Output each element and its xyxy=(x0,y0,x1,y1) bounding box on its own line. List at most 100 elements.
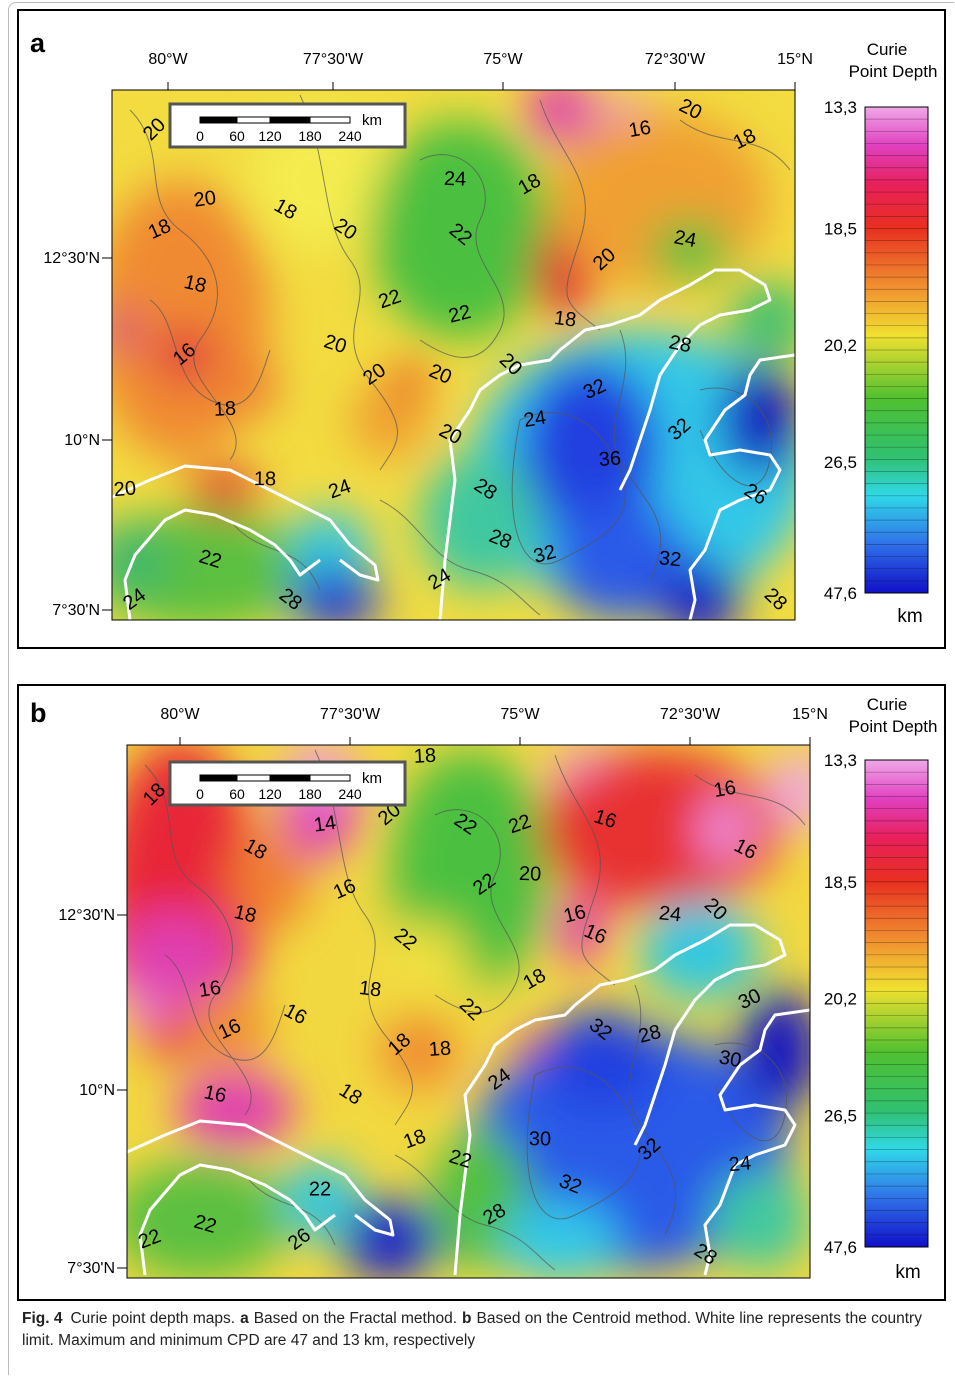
contour-line xyxy=(613,329,662,581)
x-tick-label: 77°30'W xyxy=(303,51,364,68)
depth-area xyxy=(190,468,260,512)
depth-area xyxy=(730,280,795,360)
country-border xyxy=(127,1119,395,1237)
contour-line xyxy=(129,109,237,461)
contour-label: 32 xyxy=(658,547,682,571)
scale-tick-label: 60 xyxy=(229,786,245,802)
x-tick-label: 75°W xyxy=(500,706,540,723)
contour-label: 30 xyxy=(529,1128,552,1150)
x-tick-label: 72°30'W xyxy=(660,706,721,723)
scale-segment xyxy=(199,774,238,782)
scale-tick-label: 120 xyxy=(258,786,282,802)
contour-label: 24 xyxy=(522,407,547,432)
depth-area xyxy=(112,308,138,352)
y-tick-label: 12°30'N xyxy=(43,250,100,267)
depth-area xyxy=(175,1070,295,1150)
colorbar-tick-label: 18,5 xyxy=(824,873,857,892)
contour-line xyxy=(149,299,271,406)
depth-area xyxy=(740,990,810,1110)
map-border xyxy=(111,89,796,621)
contour-label: 18 xyxy=(182,271,209,297)
contour-label: 28 xyxy=(667,331,693,357)
depth-area xyxy=(127,910,235,1010)
panel-frame xyxy=(17,684,946,1301)
scale-tick-label: 0 xyxy=(196,128,204,144)
scale-unit: km xyxy=(362,770,382,787)
colorbar-title: Point Depth xyxy=(849,717,938,736)
contours xyxy=(129,94,791,616)
depth-area xyxy=(290,570,380,620)
contour-line xyxy=(714,1042,787,1142)
contour-line xyxy=(314,749,413,1126)
depth-area xyxy=(700,795,750,865)
caption-text: Based on the Centroid method. White line… xyxy=(22,1310,922,1349)
colorbar-tick-label: 47,6 xyxy=(824,584,857,603)
scale-tick-label: 0 xyxy=(196,786,204,802)
contour-line xyxy=(699,387,772,487)
y-tick-label: 12°30'N xyxy=(58,907,115,924)
depth-area xyxy=(190,990,270,1070)
scale-segment xyxy=(309,774,351,782)
depth-area xyxy=(230,830,310,930)
country-border xyxy=(112,464,380,582)
colorbar-tick-label: 13,3 xyxy=(824,751,857,770)
contour-label: 18 xyxy=(428,1038,452,1061)
scale-tick-label: 180 xyxy=(298,786,322,802)
colorbar-tick-label: 20,2 xyxy=(824,990,857,1009)
depth-area xyxy=(390,920,470,1040)
colorbar-tick-label: 20,2 xyxy=(824,336,857,355)
contour-line xyxy=(679,119,791,171)
contour-label: 20 xyxy=(192,187,217,212)
depth-area xyxy=(500,1200,620,1278)
country-border xyxy=(138,1163,336,1276)
contour-label: 14 xyxy=(312,812,337,837)
colorbar-title: Point Depth xyxy=(849,62,938,81)
colorbar xyxy=(864,759,929,1248)
y-tick-label: 10°N xyxy=(64,432,100,449)
x-tick-label: 72°30'W xyxy=(645,51,706,68)
caption-text: Based on the Fractal method. xyxy=(253,1310,458,1327)
depth-area xyxy=(380,1010,460,1090)
depth-area xyxy=(540,1010,660,1110)
depth-area xyxy=(390,360,430,400)
depth-area xyxy=(340,1200,440,1278)
contour-label: 16 xyxy=(561,901,588,928)
contour-label: 22 xyxy=(446,301,473,328)
contour-label: 24 xyxy=(658,902,682,926)
color-field xyxy=(127,745,810,1278)
country-border xyxy=(453,923,787,1276)
contour-line xyxy=(526,1066,641,1220)
scale-tick-label: 240 xyxy=(338,786,362,802)
contour-line xyxy=(628,984,677,1236)
colorbar-tick-label: 47,6 xyxy=(824,1238,857,1257)
country-border xyxy=(438,268,772,620)
depth-area xyxy=(770,750,810,830)
borders xyxy=(127,923,810,1276)
contour-label: 16 xyxy=(712,777,738,803)
panel-label: b xyxy=(30,698,47,728)
contour-label: 24 xyxy=(444,168,467,191)
depth-area xyxy=(650,220,730,280)
contour-label: 16 xyxy=(202,1081,228,1107)
page-frame xyxy=(8,2,954,1375)
contour-label: 36 xyxy=(598,448,622,471)
depth-area xyxy=(220,365,280,415)
contour-label: 18 xyxy=(213,398,236,421)
colorbar-unit: km xyxy=(897,606,922,627)
borders xyxy=(112,268,795,620)
x-tick-label: 80°W xyxy=(160,706,200,723)
depth-area xyxy=(280,1160,360,1240)
contour-line xyxy=(244,1174,336,1246)
colorbar xyxy=(864,106,929,594)
contour-label: 16 xyxy=(197,977,222,1002)
contour-label: 30 xyxy=(717,1046,743,1072)
contour-label: 16 xyxy=(627,117,653,143)
figure-number: Fig. 4 xyxy=(22,1310,63,1327)
depth-area xyxy=(660,560,740,620)
depth-area xyxy=(290,510,370,590)
contour-line xyxy=(539,99,601,331)
caption-panel-letter: a xyxy=(240,1310,249,1327)
scale-segment xyxy=(269,116,311,124)
